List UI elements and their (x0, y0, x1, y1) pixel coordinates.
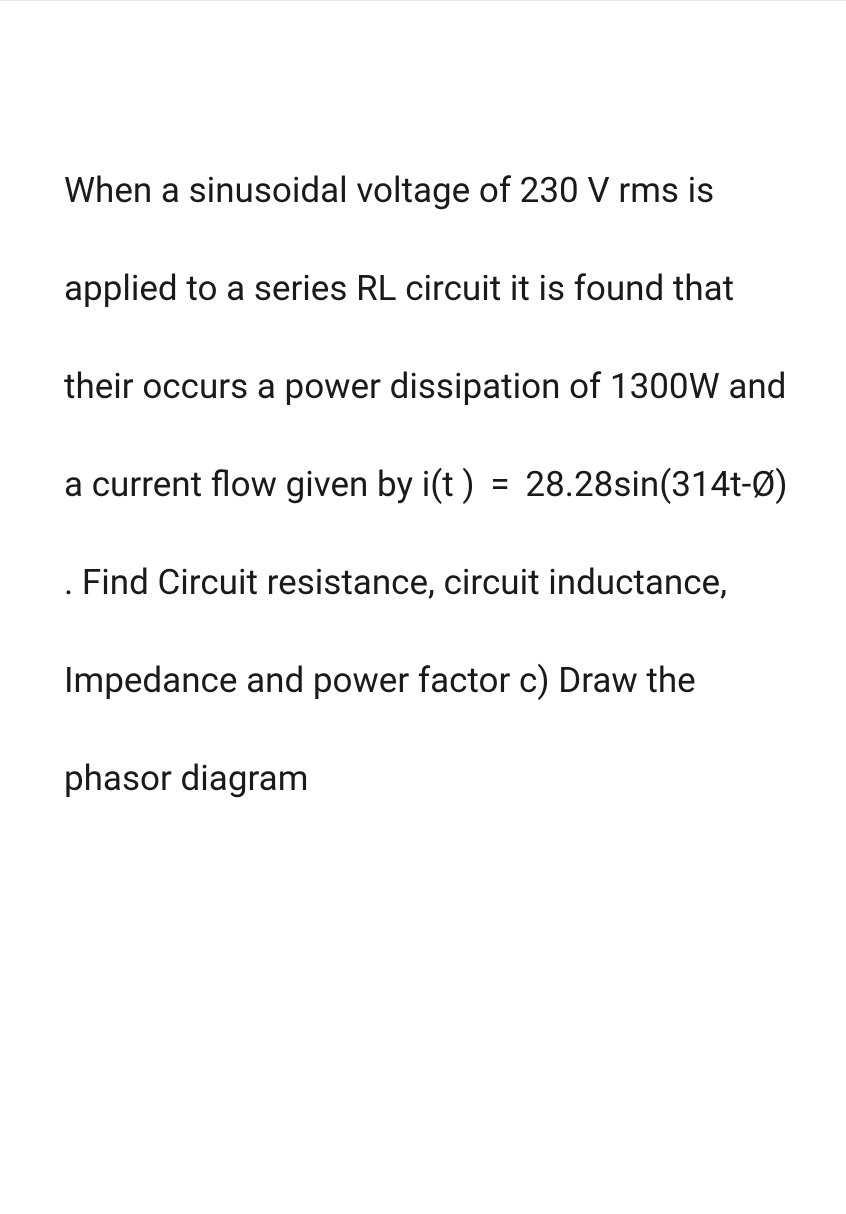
page-top-border (0, 0, 846, 2)
problem-statement: When a sinusoidal voltage of 230 V rms i… (64, 142, 788, 828)
content-container: When a sinusoidal voltage of 230 V rms i… (0, 0, 846, 828)
